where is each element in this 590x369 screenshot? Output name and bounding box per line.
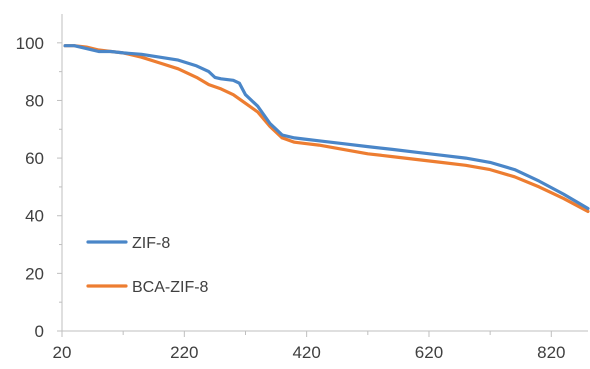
x-tick-label: 20 [53,343,72,362]
legend-label-zif-8: ZIF-8 [132,235,170,252]
series-line-zif-8 [63,44,590,211]
y-tick-label: 0 [35,322,44,341]
series-line-bca-zif-8 [63,44,590,213]
chart-series [63,44,590,213]
x-axis-ticks: 20 220 420 620 820 [53,331,565,362]
x-tick-label: 420 [292,343,320,362]
y-tick-label: 100 [16,34,44,53]
x-tick-label: 620 [415,343,443,362]
x-tick-label: 220 [170,343,198,362]
y-tick-label: 60 [25,149,44,168]
legend-label-bca-zif-8: BCA-ZIF-8 [132,279,209,296]
chart-legend: ZIF-8 BCA-ZIF-8 [86,235,209,296]
chart-axes [61,14,588,332]
x-tick-label: 820 [537,343,565,362]
y-tick-label: 80 [25,91,44,110]
y-tick-label: 20 [25,264,44,283]
y-axis-ticks: 0 20 40 60 80 100 [16,34,62,341]
y-tick-label: 40 [25,207,44,226]
